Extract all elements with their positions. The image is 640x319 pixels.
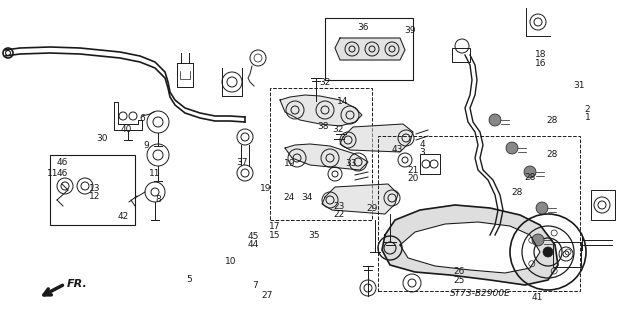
Polygon shape [285, 144, 368, 170]
Text: 42: 42 [117, 212, 129, 221]
Text: 39: 39 [404, 26, 415, 35]
Text: 6: 6 [140, 114, 145, 122]
Text: 32: 32 [319, 78, 331, 87]
Polygon shape [382, 205, 558, 285]
Text: 26: 26 [454, 267, 465, 276]
Polygon shape [400, 222, 540, 273]
Text: 21: 21 [407, 166, 419, 175]
Text: 16: 16 [535, 59, 547, 68]
Text: 3: 3 [420, 148, 425, 157]
Bar [553, 242, 581, 267]
Text: 7: 7 [252, 281, 257, 290]
Text: 35: 35 [308, 231, 319, 240]
Text: 5: 5 [186, 275, 191, 284]
Bar [420, 154, 440, 174]
Text: 29: 29 [367, 204, 378, 213]
Text: 34: 34 [301, 193, 313, 202]
Text: 45: 45 [247, 232, 259, 241]
Bar [270, 88, 372, 220]
Bar [50, 155, 135, 225]
Bar [325, 18, 413, 80]
Text: 28: 28 [524, 173, 536, 182]
Text: 30: 30 [97, 134, 108, 143]
Polygon shape [280, 95, 362, 126]
Text: 40: 40 [121, 125, 132, 134]
Polygon shape [340, 124, 413, 152]
Text: 9: 9 [143, 141, 148, 150]
Text: 19: 19 [260, 184, 271, 193]
Text: 28: 28 [511, 189, 523, 197]
Text: 18: 18 [535, 50, 547, 59]
Text: 28: 28 [546, 116, 557, 125]
Bar [452, 48, 470, 62]
Circle shape [532, 234, 544, 246]
Polygon shape [322, 184, 398, 214]
Text: 41: 41 [532, 293, 543, 302]
Text: 1: 1 [585, 113, 590, 122]
Circle shape [489, 114, 501, 126]
Text: 25: 25 [454, 276, 465, 285]
Circle shape [536, 202, 548, 214]
Circle shape [524, 166, 536, 178]
Bar [591, 190, 615, 220]
Text: 37: 37 [236, 158, 248, 167]
Text: 24: 24 [284, 193, 295, 202]
Text: 11: 11 [47, 169, 58, 178]
Text: 33: 33 [345, 159, 356, 168]
Circle shape [543, 247, 553, 257]
Text: 20: 20 [407, 174, 419, 183]
Text: 46: 46 [57, 158, 68, 167]
Polygon shape [335, 38, 405, 60]
Text: 27: 27 [262, 291, 273, 300]
Text: 17: 17 [269, 222, 281, 231]
Text: FR.: FR. [67, 279, 88, 289]
Text: 4: 4 [420, 140, 425, 149]
Text: 8: 8 [156, 195, 161, 204]
Text: 36: 36 [358, 23, 369, 32]
Text: 14: 14 [337, 97, 348, 106]
Text: ST73-B2900E: ST73-B2900E [450, 288, 511, 298]
Text: 31: 31 [573, 81, 585, 90]
Text: 19: 19 [284, 159, 295, 168]
Text: 23: 23 [333, 202, 345, 211]
Text: 15: 15 [269, 231, 281, 240]
Text: 10: 10 [225, 257, 236, 266]
Bar [378, 136, 580, 291]
Text: 38: 38 [317, 122, 329, 130]
Text: 11: 11 [149, 169, 161, 178]
Text: 43: 43 [391, 145, 403, 154]
Text: 44: 44 [247, 241, 259, 249]
Text: 46: 46 [57, 169, 68, 178]
Text: 32: 32 [332, 125, 344, 134]
Text: 12: 12 [89, 192, 100, 201]
Text: 28: 28 [546, 150, 557, 159]
Text: 22: 22 [333, 210, 345, 219]
Circle shape [506, 142, 518, 154]
Text: 2: 2 [585, 105, 590, 114]
Text: 13: 13 [89, 184, 100, 193]
